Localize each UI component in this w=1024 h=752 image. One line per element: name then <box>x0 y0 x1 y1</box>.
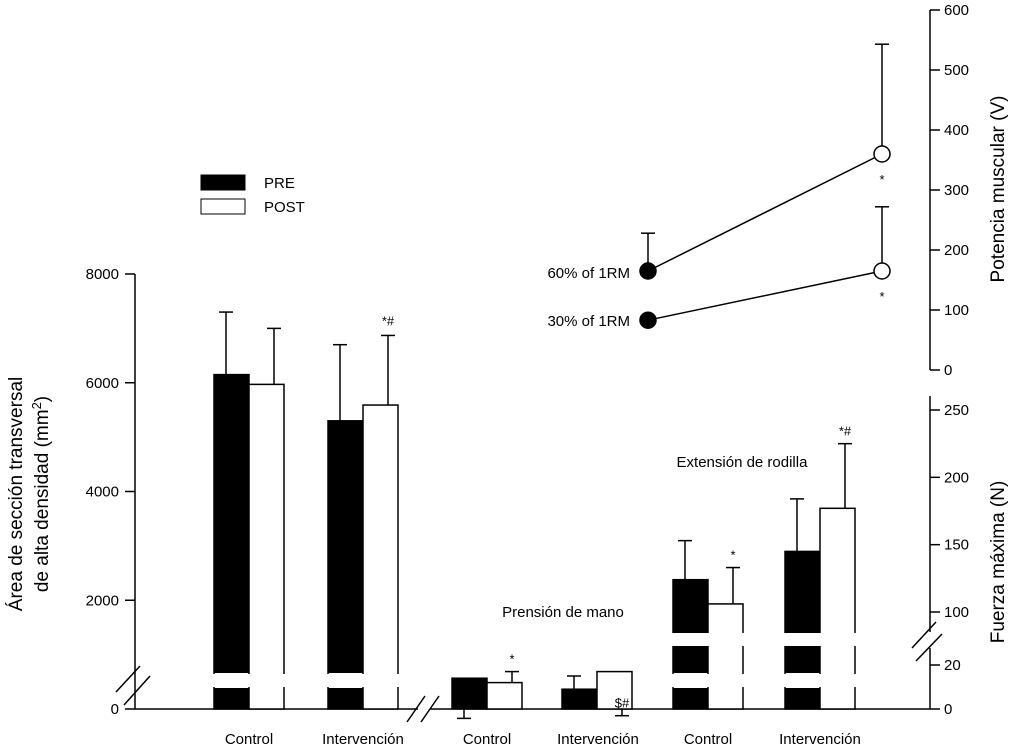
xlabel-prension-control: Control <box>463 731 511 748</box>
bar-area-pre <box>213 373 250 710</box>
strength-axis-break-mark <box>911 621 937 649</box>
power-point <box>873 145 891 163</box>
left-axis-title-close: ) <box>32 396 53 402</box>
power-y-tick-label: 400 <box>944 122 969 139</box>
strength-y-tick-label: 250 <box>944 402 969 419</box>
annotation-strength: $# <box>615 696 630 711</box>
power-series-line <box>647 153 883 272</box>
left-y-tick-label: 0 <box>111 701 119 718</box>
power-point <box>873 262 891 280</box>
strength-axis-break-mark <box>915 633 943 662</box>
bar-strength-pre-break-gap <box>783 674 822 687</box>
annotation-power: * <box>879 172 884 187</box>
bar-area-post <box>248 383 285 710</box>
power-y-tick-label: 0 <box>944 362 952 379</box>
annotation-power: * <box>879 289 884 304</box>
group-label-prension: Prensión de mano <box>502 604 624 621</box>
annotation-strength: * <box>730 548 735 563</box>
power-y-tick-label: 500 <box>944 62 969 79</box>
strength-y-tick-label: 200 <box>944 469 969 486</box>
power-axis-title: Potencia muscular (V) <box>988 96 1009 283</box>
bar-strength-post <box>596 670 633 710</box>
strength-axis-title: Fuerza máxima (N) <box>988 481 1009 644</box>
left-axis-title-main: de alta densidad (mm <box>32 409 53 592</box>
power-y-tick-label: 300 <box>944 182 969 199</box>
bar-area-post <box>362 404 399 710</box>
power-series-line <box>647 270 883 321</box>
power-y-tick-label: 100 <box>944 302 969 319</box>
bar-area-pre-break-gap <box>212 674 251 687</box>
marks-layer: *# * $# * *# * * <box>212 43 891 720</box>
bar-area-post-break-gap <box>361 674 400 687</box>
bar-area-post-break-gap <box>247 674 286 687</box>
annotation-area: *# <box>382 313 395 328</box>
bar-strength-post-break-gap <box>818 674 857 687</box>
left-axis-break-mark <box>123 675 151 706</box>
strength-y-tick-label: 20 <box>944 657 961 674</box>
bar-area-pre-break-gap <box>326 674 365 687</box>
power-point <box>639 311 657 329</box>
power-point <box>639 262 657 280</box>
left-y-tick-label: 2000 <box>86 592 119 609</box>
left-y-tick-label: 6000 <box>86 375 119 392</box>
xlabel-area-control: Control <box>225 731 273 748</box>
xlabel-area-intervencion: Intervención <box>322 731 404 748</box>
left-axis-title-line1: Área de sección transversal <box>6 377 27 611</box>
xlabel-prension-intervencion: Intervención <box>557 731 639 748</box>
strength-y-tick-label: 150 <box>944 537 969 554</box>
left-axis-title-sup: 2 <box>29 402 44 409</box>
power-series-60-label: 60% of 1RM <box>547 265 630 282</box>
strength-y-tick-label: 0 <box>944 701 952 718</box>
left-axis-title-line2: de alta densidad (mm2) <box>29 396 53 592</box>
x-axis-break-mark <box>420 695 440 723</box>
bar-strength-pre <box>451 677 488 710</box>
bar-area-pre <box>327 420 364 710</box>
annotation-strength: * <box>509 652 514 667</box>
xlabel-extension-control: Control <box>684 731 732 748</box>
bar-strength-post <box>486 681 523 710</box>
left-y-tick-label: 4000 <box>86 484 119 501</box>
strength-y-tick-label: 100 <box>944 604 969 621</box>
power-y-tick-label: 200 <box>944 242 969 259</box>
strength-break-gap <box>660 633 860 646</box>
annotation-strength: *# <box>839 424 852 439</box>
xlabel-extension-intervencion: Intervención <box>779 731 861 748</box>
bar-strength-post <box>707 603 744 710</box>
left-y-tick-label: 8000 <box>86 266 119 283</box>
left-axis-break-mark <box>115 665 141 693</box>
x-axis-break-mark <box>406 695 426 723</box>
power-y-tick-label: 600 <box>944 2 969 19</box>
legend-post-swatch <box>200 198 246 215</box>
bar-strength-pre-break-gap <box>671 674 710 687</box>
legend-pre-swatch <box>200 174 246 191</box>
legend-post-label: POST <box>264 199 305 216</box>
power-series-30-label: 30% of 1RM <box>547 313 630 330</box>
bar-strength-pre <box>561 688 598 710</box>
legend-pre-label: PRE <box>264 175 295 192</box>
bar-strength-post-break-gap <box>706 674 745 687</box>
group-label-extension: Extensión de rodilla <box>677 454 809 471</box>
